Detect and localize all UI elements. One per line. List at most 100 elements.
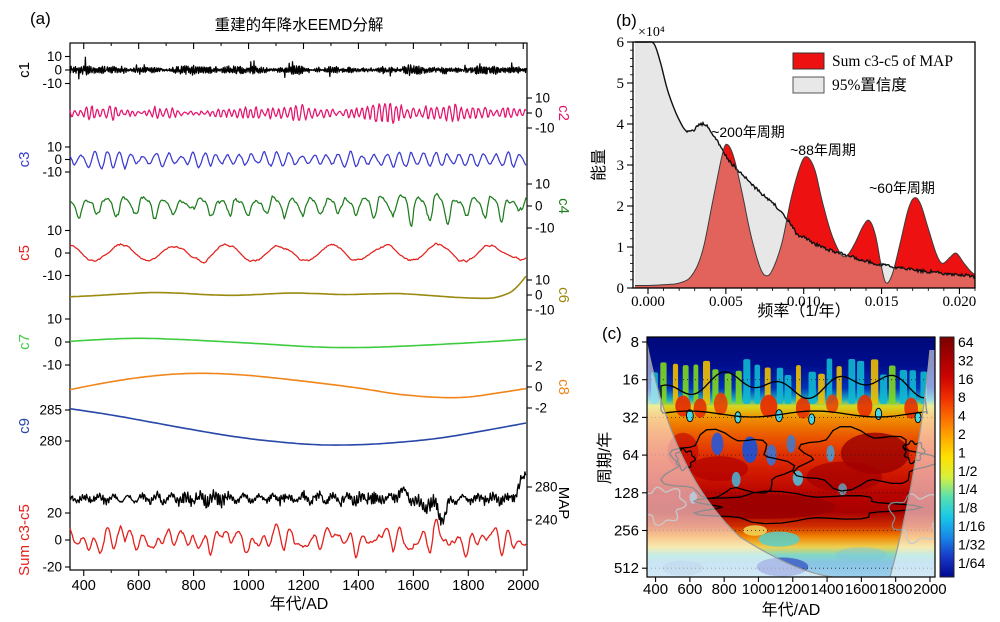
a-y-tick: -10 (42, 165, 62, 180)
b-x-tick: 0.020 (943, 294, 977, 310)
series-Sum c3-c5 (69, 518, 527, 559)
a-y-tick: 0 (535, 380, 543, 395)
annotation-200yr-cycle: ~200年周期 (711, 124, 785, 140)
a-series-label-c9: c9 (16, 418, 33, 434)
b-x-tick: 0.000 (631, 294, 665, 310)
y-axis-multiplier: ×10⁴ (638, 25, 665, 40)
legend-swatch-spectrum (792, 52, 825, 70)
colorbar-tick: 1/2 (958, 463, 978, 479)
panel-b-chart: (b) 0 1 2 3 4 5 6 0.000 0.005 0.010 0.015 0.020 ×10… (590, 11, 977, 320)
c-y-tick: 16 (622, 372, 639, 389)
panel-b-label: (b) (616, 11, 637, 30)
colorbar-tick: 1/32 (958, 536, 985, 552)
colorbar-tick: 1/64 (958, 555, 985, 571)
b-x-tick: 0.010 (787, 294, 821, 310)
a-series-label-c6: c6 (555, 287, 572, 303)
panel-b-xlabel: 频率（1/年） (757, 302, 850, 320)
c-y-tick: 512 (614, 560, 639, 577)
annotation-88yr-cycle: ~88年周期 (790, 142, 856, 158)
a-x-tick: 2000 (507, 578, 539, 594)
c-x-tick: 1000 (742, 581, 775, 598)
a-series-label-c5: c5 (16, 245, 33, 261)
a-y-tick: 2 (535, 359, 543, 374)
a-x-tick: 600 (127, 578, 151, 594)
a-y-tick: 0 (54, 335, 62, 350)
a-series-label-c3: c3 (16, 152, 33, 168)
c-x-tick: 1200 (776, 581, 809, 598)
series-c5 (69, 242, 527, 264)
b-y-tick: 2 (617, 199, 625, 215)
b-x-tick: 0.005 (709, 294, 743, 310)
a-y-tick: 10 (535, 177, 550, 192)
series-c8 (69, 372, 527, 399)
colorbar-tick: 64 (958, 334, 974, 350)
a-series-label-c4: c4 (555, 198, 572, 214)
a-y-tick: 0 (54, 246, 62, 261)
series-c4 (69, 192, 527, 228)
confidence-line (635, 41, 976, 280)
b-y-tick: 3 (617, 158, 625, 174)
a-y-tick: 285 (39, 403, 62, 418)
a-series-label-MAP: MAP (555, 487, 572, 520)
c-y-tick: 32 (622, 409, 639, 426)
panel-a-title: 重建的年降水EEMD分解 (215, 16, 384, 34)
colorbar (939, 336, 955, 578)
c-x-tick: 600 (677, 581, 702, 598)
colorbar-tick: 32 (958, 352, 974, 368)
c-y-tick: 8 (631, 334, 639, 351)
a-y-tick: 10 (47, 49, 62, 64)
colorbar-tick: 16 (958, 371, 974, 387)
c-x-tick: 1800 (879, 581, 912, 598)
a-series-label-c1: c1 (16, 62, 33, 78)
spectrum-line (635, 143, 976, 286)
a-x-tick: 800 (182, 578, 206, 594)
panel-c-xlabel: 年代/AD (762, 601, 821, 619)
c-x-tick: 1400 (810, 581, 843, 598)
a-y-tick: 10 (47, 140, 62, 155)
a-series-label-c7: c7 (16, 334, 33, 350)
a-y-tick: 10 (47, 223, 62, 238)
colorbar-tick: 1/4 (958, 481, 978, 497)
c-y-tick: 256 (614, 523, 639, 540)
a-x-tick: 400 (72, 578, 96, 594)
a-y-tick: -10 (42, 268, 62, 283)
a-series-label-c2: c2 (555, 105, 572, 121)
a-y-tick: -10 (535, 121, 555, 136)
a-x-tick: 1400 (342, 578, 374, 594)
annotation-60yr-cycle: ~60年周期 (869, 180, 935, 196)
panel-a-plot: 400 600 800 1000 1200 1400 1600 1800 2000100-10c… (16, 42, 572, 594)
a-y-tick: 0 (54, 152, 62, 167)
c-x-tick: 1600 (845, 581, 878, 598)
b-y-tick: 4 (617, 117, 625, 133)
panel-a-xlabel: 年代/AD (270, 595, 329, 613)
a-x-tick: 1800 (452, 578, 484, 594)
significance-contour (660, 371, 928, 418)
panel-a-label: (a) (30, 9, 51, 28)
panel-c-ylabel: 周期/年 (596, 432, 614, 484)
a-y-tick: 20 (47, 506, 62, 521)
legend-label-confidence: 95%置信度 (832, 76, 907, 94)
a-y-tick: 10 (535, 91, 550, 106)
cone-left-mask (647, 344, 833, 577)
colorbar-tick: 2 (958, 426, 966, 442)
b-y-tick: 5 (617, 76, 625, 92)
a-x-tick: 1200 (287, 578, 319, 594)
legend-label-spectrum: Sum c3-c5 of MAP (832, 53, 953, 70)
b-x-tick: 0.015 (865, 294, 899, 310)
panel-b-plot: 0 1 2 3 4 5 6 0.000 0.005 0.010 0.015 0.020 (617, 35, 977, 310)
series-c2 (69, 103, 527, 125)
a-series-label-c8: c8 (555, 379, 572, 395)
a-x-tick: 1000 (232, 578, 264, 594)
legend-swatch-confidence (792, 76, 825, 94)
a-y-tick: -10 (42, 76, 62, 91)
b-y-tick: 1 (617, 240, 625, 256)
a-y-tick: -10 (42, 358, 62, 373)
c-x-tick: 800 (712, 581, 737, 598)
a-series-label-Sum c3-c5: Sum c3-c5 (16, 504, 33, 576)
series-c9 (69, 408, 527, 446)
c-x-tick: 2000 (913, 581, 946, 598)
series-c7 (69, 337, 527, 349)
